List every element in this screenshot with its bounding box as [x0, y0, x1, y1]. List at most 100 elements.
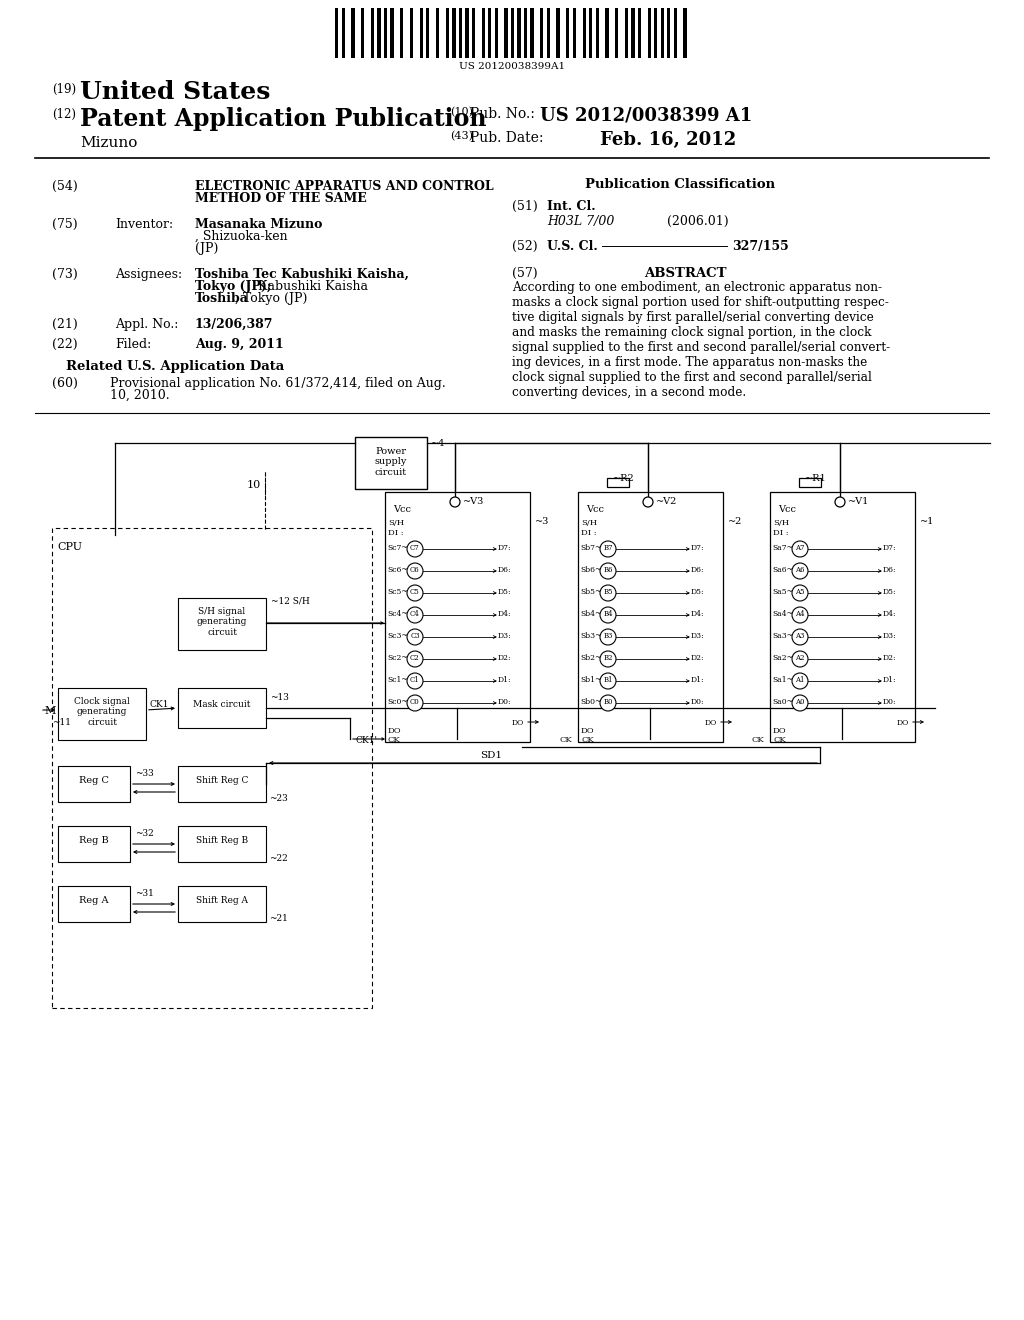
Text: D5:: D5: [691, 587, 705, 597]
Text: CPU: CPU [57, 543, 82, 552]
Bar [351, 8, 354, 58]
Text: D6:: D6: [883, 566, 897, 574]
Text: Sa2~: Sa2~ [772, 653, 793, 663]
Text: Sb2~: Sb2~ [580, 653, 601, 663]
Bar [384, 8, 387, 58]
Bar [377, 8, 381, 58]
Text: CK: CK [560, 737, 572, 744]
Text: DI :: DI : [388, 529, 403, 537]
Text: Sa1~: Sa1~ [772, 676, 793, 684]
Text: ~11: ~11 [52, 718, 71, 727]
Bar [178, 688, 266, 729]
Text: D2:: D2: [883, 653, 897, 663]
Text: ~4: ~4 [431, 440, 445, 447]
Text: Toshiba: Toshiba [195, 292, 249, 305]
Text: D1:: D1: [498, 676, 512, 684]
Text: (21): (21) [52, 318, 78, 331]
Bar [683, 8, 687, 58]
Bar [488, 8, 492, 58]
Bar [400, 8, 403, 58]
Text: (2006.01): (2006.01) [667, 215, 729, 228]
Circle shape [643, 498, 653, 507]
Circle shape [792, 696, 808, 711]
Text: Sc6~: Sc6~ [387, 566, 408, 574]
Bar [472, 8, 475, 58]
Text: C0: C0 [411, 698, 420, 706]
Bar [674, 8, 677, 58]
Text: (43): (43) [450, 131, 473, 141]
Text: 10, 2010.: 10, 2010. [110, 389, 170, 403]
Circle shape [792, 585, 808, 601]
Circle shape [407, 673, 423, 689]
Bar [335, 8, 338, 58]
Bar [390, 8, 393, 58]
Text: ~V2: ~V2 [656, 498, 677, 506]
Bar [605, 8, 608, 58]
Text: ~12 S/H: ~12 S/H [271, 597, 309, 605]
Text: Vcc: Vcc [778, 506, 796, 513]
Bar [770, 492, 915, 742]
Circle shape [407, 696, 423, 711]
Text: Mask circuit: Mask circuit [194, 700, 251, 709]
Bar [178, 766, 266, 803]
Text: , Shizuoka-ken: , Shizuoka-ken [195, 230, 288, 243]
Text: D7:: D7: [883, 544, 897, 552]
Circle shape [600, 630, 616, 645]
Text: 327/155: 327/155 [732, 240, 788, 253]
Text: 13/206,387: 13/206,387 [195, 318, 273, 331]
Text: D2:: D2: [691, 653, 705, 663]
Circle shape [407, 564, 423, 579]
Text: DO: DO [388, 727, 401, 735]
Text: Sb4~: Sb4~ [580, 610, 601, 618]
Text: (73): (73) [52, 268, 78, 281]
Text: (JP): (JP) [195, 242, 218, 255]
Text: A5: A5 [796, 587, 805, 597]
Bar [541, 8, 544, 58]
Text: Sc0~: Sc0~ [387, 698, 408, 706]
Text: A6: A6 [796, 566, 805, 574]
Text: D4:: D4: [498, 610, 512, 618]
Text: Reg B: Reg B [79, 836, 109, 845]
Text: D3:: D3: [498, 632, 512, 640]
Text: Shift Reg C: Shift Reg C [196, 776, 248, 785]
Text: B2: B2 [603, 653, 612, 663]
Text: Appl. No.:: Appl. No.: [115, 318, 178, 331]
Bar [660, 8, 664, 58]
Circle shape [600, 651, 616, 667]
Text: ~2: ~2 [728, 517, 742, 525]
Text: SD1: SD1 [480, 751, 502, 760]
Bar [371, 8, 374, 58]
Text: Masanaka Mizuno: Masanaka Mizuno [195, 218, 323, 231]
Text: C1: C1 [411, 676, 420, 684]
Text: S/H: S/H [388, 519, 404, 527]
Text: Sa5~: Sa5~ [772, 587, 793, 597]
Text: Clock signal
generating
circuit: Clock signal generating circuit [74, 697, 130, 727]
Text: Aug. 9, 2011: Aug. 9, 2011 [195, 338, 284, 351]
Text: A7: A7 [796, 544, 805, 552]
Text: B6: B6 [603, 566, 612, 574]
Bar [517, 8, 520, 58]
Text: D4:: D4: [883, 610, 897, 618]
Bar [572, 8, 577, 58]
Bar [178, 598, 266, 649]
Text: B5: B5 [603, 587, 612, 597]
Text: H03L 7/00: H03L 7/00 [547, 215, 614, 228]
Text: C5: C5 [411, 587, 420, 597]
Bar [445, 8, 449, 58]
Text: ~33: ~33 [135, 770, 154, 777]
Text: CK: CK [752, 737, 765, 744]
Text: Sb6~: Sb6~ [580, 566, 601, 574]
Text: Vcc: Vcc [586, 506, 604, 513]
Circle shape [600, 541, 616, 557]
Text: DI :: DI : [773, 529, 788, 537]
Text: (12): (12) [52, 108, 76, 121]
Text: B0: B0 [603, 698, 612, 706]
Text: Sb3~: Sb3~ [580, 632, 601, 640]
Text: ~32: ~32 [135, 829, 154, 838]
Bar [436, 8, 439, 58]
Text: Sc4~: Sc4~ [387, 610, 408, 618]
Text: Assignees:: Assignees: [115, 268, 182, 281]
Text: D5:: D5: [883, 587, 897, 597]
Bar [566, 8, 569, 58]
Text: Sb5~: Sb5~ [580, 587, 601, 597]
